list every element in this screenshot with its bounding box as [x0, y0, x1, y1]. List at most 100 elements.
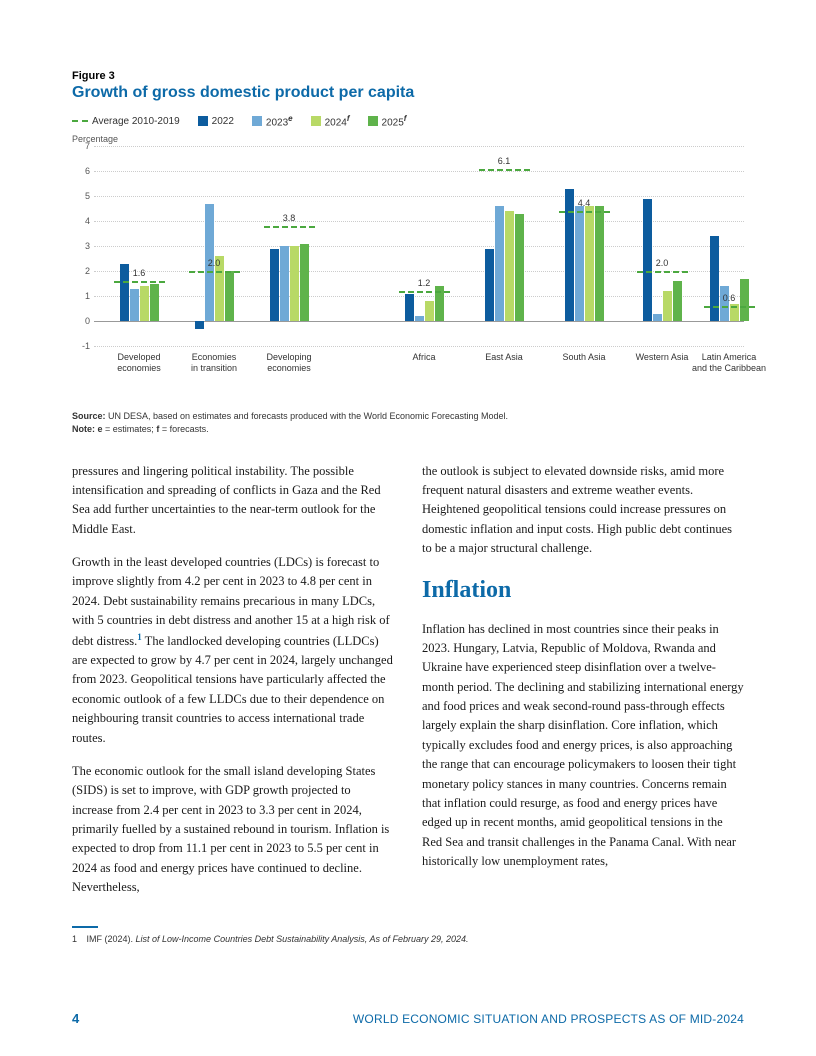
- bar: [300, 244, 309, 322]
- bar: [425, 301, 434, 321]
- legend-square-icon: [198, 116, 208, 126]
- legend-s2-sup: e: [288, 114, 292, 123]
- avg-label: 3.8: [283, 213, 296, 223]
- avg-line: [189, 271, 240, 273]
- bar: [595, 206, 604, 321]
- y-tick: 5: [72, 191, 90, 201]
- chart-legend: Average 2010-2019 2022 2023e 2024f 2025f: [72, 114, 744, 128]
- footnote: 1 IMF (2024). List of Low-Income Countri…: [72, 934, 744, 944]
- legend-s3-label: 2024: [325, 117, 347, 128]
- bar: [415, 316, 424, 321]
- source-text: UN DESA, based on estimates and forecast…: [106, 411, 509, 421]
- x-label: Latin Americaand the Caribbean: [684, 352, 774, 374]
- bar: [663, 291, 672, 321]
- section-heading: Inflation: [422, 572, 744, 609]
- legend-avg-label: Average 2010-2019: [92, 116, 180, 127]
- legend-s4-label: 2025: [382, 117, 404, 128]
- bar: [485, 249, 494, 322]
- avg-label: 0.6: [723, 293, 736, 303]
- avg-line: [559, 211, 610, 213]
- bar: [195, 321, 204, 329]
- bar: [495, 206, 504, 321]
- bar: [575, 206, 584, 321]
- figure-block: Figure 3 Growth of gross domestic produc…: [72, 70, 744, 436]
- bar: [643, 199, 652, 322]
- bar: [653, 314, 662, 322]
- legend-s3-sup: f: [347, 114, 350, 123]
- legend-2025: 2025f: [368, 114, 407, 128]
- legend-dash-icon: [72, 120, 88, 122]
- bar: [140, 286, 149, 321]
- page-footer: 4 WORLD ECONOMIC SITUATION AND PROSPECTS…: [72, 1011, 744, 1026]
- bar: [673, 281, 682, 321]
- legend-square-icon: [311, 116, 321, 126]
- note-text: e = estimates; f = forecasts.: [95, 424, 209, 434]
- bar: [270, 249, 279, 322]
- legend-square-icon: [252, 116, 262, 126]
- y-tick: 6: [72, 166, 90, 176]
- avg-line: [399, 291, 450, 293]
- legend-2022: 2022: [198, 116, 234, 127]
- avg-label: 1.2: [418, 278, 431, 288]
- bar: [120, 264, 129, 322]
- bar: [710, 236, 719, 321]
- figure-title: Growth of gross domestic product per cap…: [72, 84, 744, 102]
- column-right: the outlook is subject to elevated downs…: [422, 462, 744, 912]
- legend-s1-label: 2022: [212, 116, 234, 127]
- legend-s2-label: 2023: [266, 117, 288, 128]
- document-title: WORLD ECONOMIC SITUATION AND PROSPECTS A…: [353, 1012, 744, 1026]
- bar: [515, 214, 524, 322]
- page-number: 4: [72, 1011, 79, 1026]
- avg-line: [704, 306, 755, 308]
- bar: [505, 211, 514, 321]
- avg-label: 2.0: [208, 258, 221, 268]
- text-run: The landlocked developing countries (LLD…: [72, 634, 393, 745]
- note-prefix: Note:: [72, 424, 95, 434]
- legend-2024: 2024f: [311, 114, 350, 128]
- avg-label: 4.4: [578, 198, 591, 208]
- avg-label: 2.0: [656, 258, 669, 268]
- bar: [565, 189, 574, 322]
- bar: [225, 271, 234, 321]
- bar: [585, 206, 594, 321]
- legend-2023: 2023e: [252, 114, 293, 128]
- body-columns: pressures and lingering political instab…: [72, 462, 744, 912]
- bar: [290, 246, 299, 321]
- plot-area: 1.62.03.81.26.14.42.00.6: [94, 146, 744, 346]
- figure-label: Figure 3: [72, 70, 744, 82]
- source-prefix: Source:: [72, 411, 106, 421]
- y-tick: 2: [72, 266, 90, 276]
- paragraph: Inflation has declined in most countries…: [422, 620, 744, 872]
- footnote-num: 1: [72, 934, 84, 944]
- y-tick: 0: [72, 316, 90, 326]
- legend-s4-sup: f: [404, 114, 407, 123]
- column-left: pressures and lingering political instab…: [72, 462, 394, 912]
- paragraph: pressures and lingering political instab…: [72, 462, 394, 540]
- legend-square-icon: [368, 116, 378, 126]
- bar: [130, 289, 139, 322]
- y-tick: 3: [72, 241, 90, 251]
- footnote-rule: [72, 926, 98, 928]
- x-label: Africa: [379, 352, 469, 363]
- avg-line: [479, 169, 530, 171]
- paragraph: The economic outlook for the small islan…: [72, 762, 394, 898]
- x-label: South Asia: [539, 352, 629, 363]
- bar: [150, 284, 159, 322]
- y-tick: -1: [72, 341, 90, 351]
- figure-source: Source: UN DESA, based on estimates and …: [72, 410, 744, 435]
- paragraph: the outlook is subject to elevated downs…: [422, 462, 744, 559]
- bar: [405, 294, 414, 322]
- avg-line: [264, 226, 315, 228]
- y-tick: 4: [72, 216, 90, 226]
- footnote-block: 1 IMF (2024). List of Low-Income Countri…: [72, 926, 744, 944]
- avg-line: [637, 271, 688, 273]
- chart: -101234567 1.62.03.81.26.14.42.00.6 Deve…: [72, 146, 744, 376]
- footnote-italic: List of Low-Income Countries Debt Sustai…: [136, 934, 469, 944]
- footnote-text: IMF (2024).: [87, 934, 136, 944]
- x-label: Developingeconomies: [244, 352, 334, 374]
- legend-avg: Average 2010-2019: [72, 116, 180, 127]
- bar: [280, 246, 289, 321]
- y-tick: 7: [72, 141, 90, 151]
- y-axis-label: Percentage: [72, 134, 744, 144]
- y-tick: 1: [72, 291, 90, 301]
